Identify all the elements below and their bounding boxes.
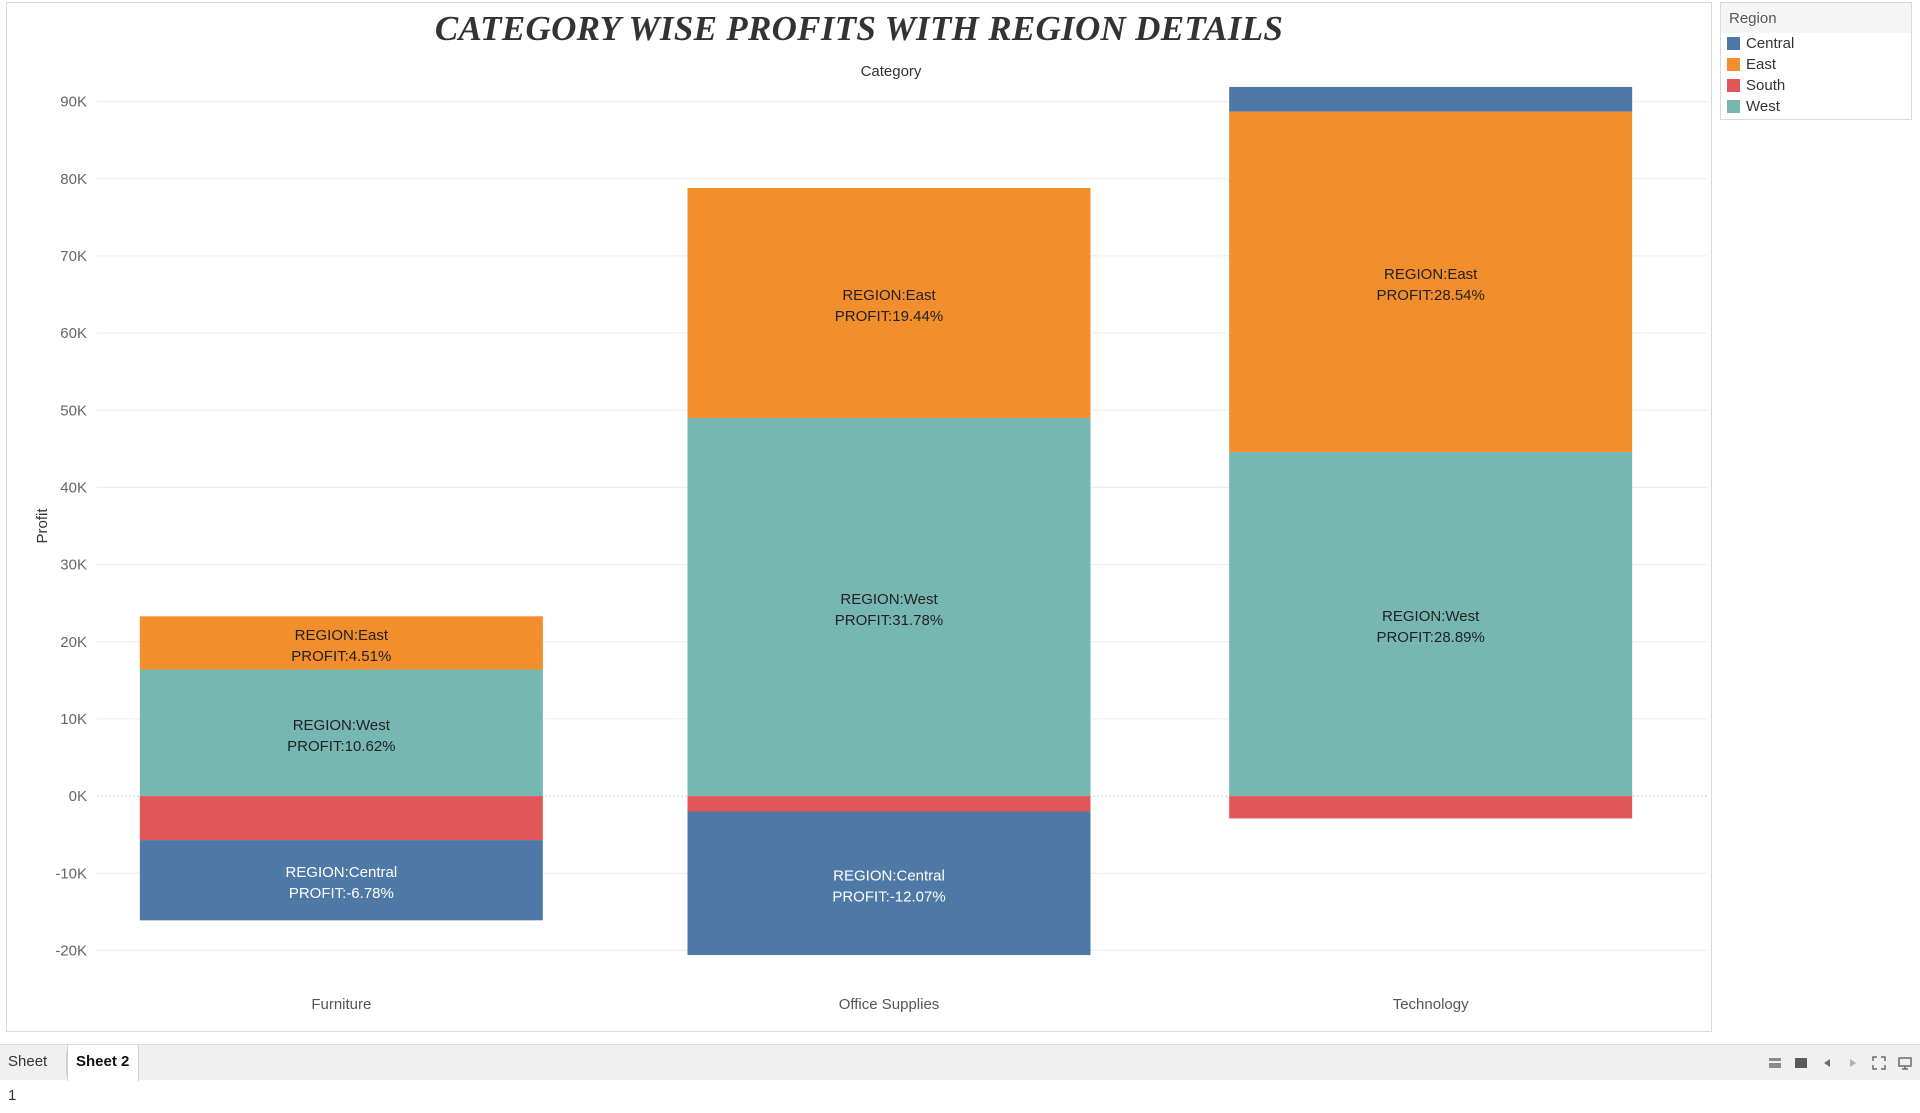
legend-label-central: Central	[1746, 35, 1795, 52]
data-label-line: REGION:West	[1382, 608, 1480, 625]
next-sheet-icon[interactable]	[1846, 1056, 1860, 1070]
bar-furniture-central	[139, 840, 543, 921]
data-label-line: PROFIT:28.89%	[1376, 629, 1484, 646]
chart-title: CATEGORY WISE PROFITS WITH REGION DETAIL…	[434, 9, 1284, 48]
data-label: REGION:East PROFIT:4.51%	[291, 627, 391, 665]
data-label-line: REGION:Central	[285, 864, 397, 881]
data-label-line: REGION:Central	[833, 867, 945, 884]
legend-item-central[interactable]: Central	[1721, 33, 1911, 54]
data-label-line: REGION:East	[295, 627, 389, 644]
legend-swatch-east	[1727, 58, 1740, 71]
y-tick-label: 90K	[60, 94, 87, 111]
bar-technology-south	[1229, 796, 1633, 819]
fit-width-icon[interactable]	[1872, 1056, 1886, 1070]
bar-office-supplies-south	[687, 796, 1091, 812]
legend-item-south[interactable]: South	[1721, 75, 1911, 96]
bar-office-supplies-central	[687, 811, 1091, 956]
data-label-line: PROFIT:-12.07%	[832, 888, 945, 905]
tab-sheet-1[interactable]: Sheet 1	[8, 1053, 48, 1104]
previous-sheet-icon[interactable]	[1820, 1056, 1834, 1070]
data-label-line: PROFIT:19.44%	[835, 308, 943, 325]
show-sheet-sorter-icon[interactable]	[1768, 1056, 1782, 1070]
sheet-tab-bar: Sheet 1 Sheet 2	[0, 1044, 1920, 1104]
bar-technology-west	[1229, 451, 1633, 797]
stacked-bar-chart: Category -20K -10K 0K 10K 20K 30K 40K 50K 60K 70K 8…	[34, 63, 1707, 1013]
data-label: REGION:East PROFIT:28.54%	[1376, 266, 1484, 304]
data-label: REGION:Central PROFIT:-6.78%	[285, 864, 397, 902]
bar-technology-east	[1229, 111, 1633, 452]
data-label-line: PROFIT:10.62%	[287, 738, 395, 755]
y-tick-label: 10K	[60, 711, 87, 728]
sheet-navigation	[1768, 1045, 1912, 1081]
y-tick-label: 40K	[60, 479, 87, 496]
data-label-line: PROFIT:31.78%	[835, 612, 943, 629]
data-label: REGION:East PROFIT:19.44%	[835, 287, 943, 325]
data-label-line: REGION:East	[1384, 266, 1478, 283]
legend-title: Region	[1721, 3, 1911, 33]
presentation-mode-icon[interactable]	[1898, 1056, 1912, 1070]
bar-furniture-east	[139, 616, 543, 670]
legend-swatch-south	[1727, 79, 1740, 92]
data-label: REGION:West PROFIT:10.62%	[287, 717, 395, 755]
chart-container: CATEGORY WISE PROFITS WITH REGION DETAIL…	[6, 2, 1712, 1032]
bar-office-supplies-west	[687, 417, 1091, 797]
y-axis-title: Profit	[34, 508, 51, 544]
y-tick-label: 70K	[60, 248, 87, 265]
data-label-line: REGION:West	[840, 591, 938, 608]
bar-office-supplies-east	[687, 188, 1091, 418]
data-label-line: PROFIT:28.54%	[1376, 287, 1484, 304]
data-label-line: PROFIT:4.51%	[291, 648, 391, 665]
data-label-line: PROFIT:-6.78%	[289, 885, 394, 902]
legend-label-west: West	[1746, 98, 1780, 115]
legend-label-east: East	[1746, 56, 1777, 73]
legend-swatch-central	[1727, 37, 1740, 50]
bar-furniture-west	[139, 669, 543, 797]
bar-technology-central	[1229, 86, 1633, 112]
x-tick-label: Office Supplies	[839, 996, 940, 1013]
legend-item-west[interactable]: West	[1721, 96, 1911, 117]
x-tick-label: Technology	[1393, 996, 1469, 1013]
data-label-line: REGION:East	[842, 287, 936, 304]
show-filmstrip-icon[interactable]	[1794, 1056, 1808, 1070]
y-tick-label: 50K	[60, 402, 87, 419]
data-label: REGION:Central PROFIT:-12.07%	[832, 867, 945, 905]
y-tick-label: 0K	[69, 788, 87, 805]
column-header: Category	[861, 63, 922, 80]
y-tick-label: 80K	[60, 171, 87, 188]
y-tick-label: 30K	[60, 557, 87, 574]
data-label: REGION:West PROFIT:31.78%	[835, 591, 943, 629]
legend-swatch-west	[1727, 100, 1740, 113]
y-tick-label: -20K	[55, 942, 87, 959]
data-label: REGION:West PROFIT:28.89%	[1376, 608, 1484, 646]
data-label-line: REGION:West	[293, 717, 391, 734]
y-tick-label: -10K	[55, 865, 87, 882]
y-tick-label: 20K	[60, 634, 87, 651]
legend-item-east[interactable]: East	[1721, 54, 1911, 75]
y-tick-label: 60K	[60, 325, 87, 342]
x-tick-label: Furniture	[311, 996, 371, 1013]
tab-divider	[66, 1051, 67, 1075]
legend-label-south: South	[1746, 77, 1786, 94]
region-legend: Region Central East South West	[1720, 2, 1912, 120]
bar-furniture-south	[139, 796, 543, 841]
tab-sheet-2[interactable]: Sheet 2	[67, 1045, 139, 1081]
